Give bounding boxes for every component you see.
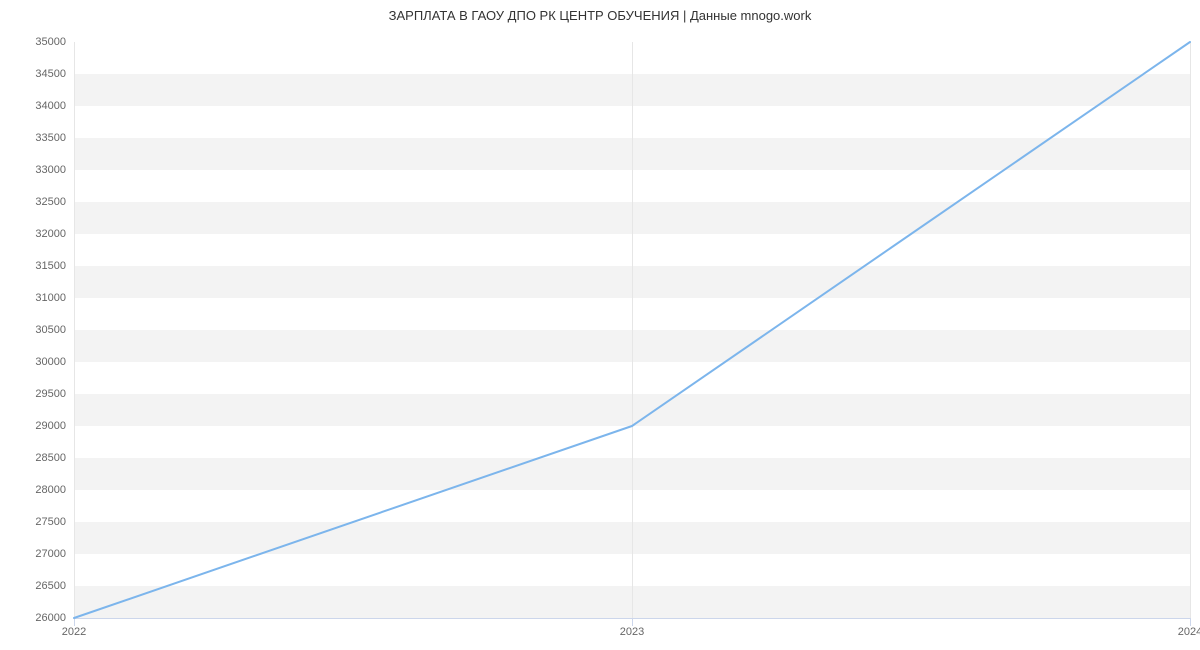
y-tick-label: 32000 [35,228,66,240]
y-tick-label: 27500 [35,516,66,528]
y-tick-label: 26000 [35,612,66,624]
y-tick-label: 26500 [35,580,66,592]
y-tick-label: 30500 [35,324,66,336]
y-tick-label: 34000 [35,100,66,112]
y-tick-label: 34500 [35,68,66,80]
y-tick-label: 33000 [35,164,66,176]
y-tick-label: 32500 [35,196,66,208]
x-gridline [1190,42,1191,618]
chart-title: ЗАРПЛАТА В ГАОУ ДПО РК ЦЕНТР ОБУЧЕНИЯ | … [0,8,1200,23]
y-tick-label: 31000 [35,292,66,304]
y-tick-label: 35000 [35,36,66,48]
x-axis-line [74,618,1190,619]
salary-chart: ЗАРПЛАТА В ГАОУ ДПО РК ЦЕНТР ОБУЧЕНИЯ | … [0,0,1200,650]
y-tick-label: 27000 [35,548,66,560]
y-tick-label: 33500 [35,132,66,144]
y-tick-label: 29000 [35,420,66,432]
plot-area: 2600026500270002750028000285002900029500… [74,42,1190,618]
x-tick-label: 2023 [620,626,644,638]
series-line [74,42,1190,618]
x-tick-mark [74,618,75,626]
x-tick-mark [1190,618,1191,626]
y-tick-label: 28000 [35,484,66,496]
x-tick-label: 2024 [1178,626,1200,638]
x-tick-label: 2022 [62,626,86,638]
y-tick-label: 28500 [35,452,66,464]
y-tick-label: 29500 [35,388,66,400]
x-tick-mark [632,618,633,626]
y-tick-label: 31500 [35,260,66,272]
y-tick-label: 30000 [35,356,66,368]
